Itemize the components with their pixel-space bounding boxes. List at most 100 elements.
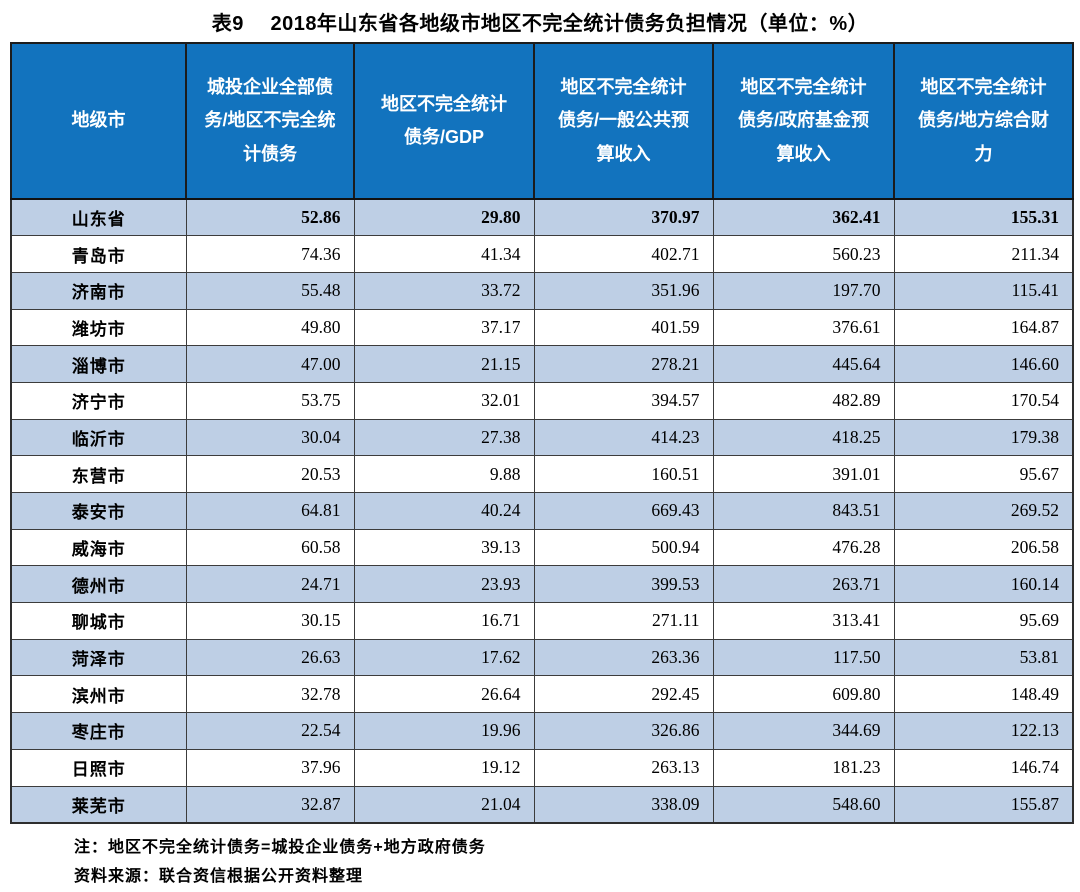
column-header: 地区不完全统计 债务/政府基金预 算收入 bbox=[712, 42, 895, 200]
cell-value: 55.48 bbox=[185, 271, 355, 310]
cell-value: 418.25 bbox=[712, 418, 895, 457]
cell-value: 338.09 bbox=[533, 785, 714, 824]
cell-value: 609.80 bbox=[712, 675, 895, 714]
row-label: 济宁市 bbox=[10, 381, 187, 420]
row-label: 莱芜市 bbox=[10, 785, 187, 824]
cell-value: 39.13 bbox=[353, 528, 535, 567]
cell-value: 20.53 bbox=[185, 455, 355, 493]
cell-value: 27.38 bbox=[353, 418, 535, 457]
cell-value: 313.41 bbox=[712, 602, 895, 640]
table-header: 地级市 城投企业全部债 务/地区不完全统 计债务 地区不完全统计 债务/GDP 地区不… bbox=[10, 42, 1074, 200]
cell-value: 669.43 bbox=[533, 492, 714, 530]
cell-value: 160.14 bbox=[893, 565, 1074, 604]
row-label: 泰安市 bbox=[10, 492, 187, 530]
cell-value: 32.78 bbox=[185, 675, 355, 714]
cell-value: 197.70 bbox=[712, 271, 895, 310]
table-row: 枣庄市 22.54 19.96 326.86 344.69 122.13 bbox=[10, 712, 1074, 750]
cell-value: 23.93 bbox=[353, 565, 535, 604]
cell-value: 278.21 bbox=[533, 345, 714, 383]
cell-value: 16.71 bbox=[353, 602, 535, 640]
cell-value: 95.67 bbox=[893, 455, 1074, 493]
table-row: 东营市 20.53 9.88 160.51 391.01 95.67 bbox=[10, 455, 1074, 493]
cell-value: 52.86 bbox=[185, 198, 355, 237]
table-row: 菏泽市 26.63 17.62 263.36 117.50 53.81 bbox=[10, 638, 1074, 677]
cell-value: 74.36 bbox=[185, 235, 355, 273]
cell-value: 164.87 bbox=[893, 308, 1074, 347]
row-label: 济南市 bbox=[10, 271, 187, 310]
cell-value: 19.96 bbox=[353, 712, 535, 750]
row-label: 青岛市 bbox=[10, 235, 187, 273]
row-label: 枣庄市 bbox=[10, 712, 187, 750]
table-row: 德州市 24.71 23.93 399.53 263.71 160.14 bbox=[10, 565, 1074, 604]
table-row: 泰安市 64.81 40.24 669.43 843.51 269.52 bbox=[10, 492, 1074, 530]
note-definition: 注：地区不完全统计债务=城投企业债务+地方政府债务 bbox=[74, 838, 486, 856]
cell-value: 30.04 bbox=[185, 418, 355, 457]
table-row: 滨州市 32.78 26.64 292.45 609.80 148.49 bbox=[10, 675, 1074, 714]
row-label: 东营市 bbox=[10, 455, 187, 493]
cell-value: 170.54 bbox=[893, 381, 1074, 420]
cell-value: 206.58 bbox=[893, 528, 1074, 567]
table-row: 山东省 52.86 29.80 370.97 362.41 155.31 bbox=[10, 198, 1074, 237]
debt-burden-table: 地级市 城投企业全部债 务/地区不完全统 计债务 地区不完全统计 债务/GDP 地区不… bbox=[10, 42, 1074, 824]
cell-value: 146.60 bbox=[893, 345, 1074, 383]
row-label: 滨州市 bbox=[10, 675, 187, 714]
table-body: 山东省 52.86 29.80 370.97 362.41 155.31 青岛市 74.36 4… bbox=[10, 198, 1074, 824]
cell-value: 115.41 bbox=[893, 271, 1074, 310]
cell-value: 500.94 bbox=[533, 528, 714, 567]
row-label: 聊城市 bbox=[10, 602, 187, 640]
cell-value: 399.53 bbox=[533, 565, 714, 604]
table-row: 日照市 37.96 19.12 263.13 181.23 146.74 bbox=[10, 748, 1074, 787]
cell-value: 391.01 bbox=[712, 455, 895, 493]
cell-value: 362.41 bbox=[712, 198, 895, 237]
cell-value: 32.87 bbox=[185, 785, 355, 824]
cell-value: 269.52 bbox=[893, 492, 1074, 530]
cell-value: 401.59 bbox=[533, 308, 714, 347]
cell-value: 21.04 bbox=[353, 785, 535, 824]
table-notes: 注：地区不完全统计债务=城投企业债务+地方政府债务 资料来源：联合资信根据公开资… bbox=[74, 833, 1080, 892]
cell-value: 26.64 bbox=[353, 675, 535, 714]
cell-value: 351.96 bbox=[533, 271, 714, 310]
cell-value: 394.57 bbox=[533, 381, 714, 420]
cell-value: 49.80 bbox=[185, 308, 355, 347]
row-label: 菏泽市 bbox=[10, 638, 187, 677]
cell-value: 32.01 bbox=[353, 381, 535, 420]
cell-value: 155.31 bbox=[893, 198, 1074, 237]
column-header: 地区不完全统计 债务/GDP bbox=[353, 42, 535, 200]
cell-value: 271.11 bbox=[533, 602, 714, 640]
cell-value: 40.24 bbox=[353, 492, 535, 530]
row-label: 潍坊市 bbox=[10, 308, 187, 347]
cell-value: 476.28 bbox=[712, 528, 895, 567]
cell-value: 263.13 bbox=[533, 748, 714, 787]
table-row: 青岛市 74.36 41.34 402.71 560.23 211.34 bbox=[10, 235, 1074, 273]
cell-value: 263.36 bbox=[533, 638, 714, 677]
cell-value: 19.12 bbox=[353, 748, 535, 787]
row-label: 日照市 bbox=[10, 748, 187, 787]
cell-value: 117.50 bbox=[712, 638, 895, 677]
cell-value: 482.89 bbox=[712, 381, 895, 420]
table-row: 淄博市 47.00 21.15 278.21 445.64 146.60 bbox=[10, 345, 1074, 383]
cell-value: 843.51 bbox=[712, 492, 895, 530]
cell-value: 211.34 bbox=[893, 235, 1074, 273]
cell-value: 26.63 bbox=[185, 638, 355, 677]
column-header: 地区不完全统计 债务/一般公共预 算收入 bbox=[533, 42, 714, 200]
cell-value: 148.49 bbox=[893, 675, 1074, 714]
note-source: 资料来源：联合资信根据公开资料整理 bbox=[74, 868, 364, 886]
cell-value: 122.13 bbox=[893, 712, 1074, 750]
cell-value: 160.51 bbox=[533, 455, 714, 493]
cell-value: 179.38 bbox=[893, 418, 1074, 457]
cell-value: 402.71 bbox=[533, 235, 714, 273]
cell-value: 33.72 bbox=[353, 271, 535, 310]
cell-value: 41.34 bbox=[353, 235, 535, 273]
row-label: 淄博市 bbox=[10, 345, 187, 383]
table-row: 聊城市 30.15 16.71 271.11 313.41 95.69 bbox=[10, 602, 1074, 640]
table-row: 济南市 55.48 33.72 351.96 197.70 115.41 bbox=[10, 271, 1074, 310]
cell-value: 9.88 bbox=[353, 455, 535, 493]
cell-value: 370.97 bbox=[533, 198, 714, 237]
cell-value: 263.71 bbox=[712, 565, 895, 604]
cell-value: 37.17 bbox=[353, 308, 535, 347]
cell-value: 29.80 bbox=[353, 198, 535, 237]
cell-value: 326.86 bbox=[533, 712, 714, 750]
table-row: 临沂市 30.04 27.38 414.23 418.25 179.38 bbox=[10, 418, 1074, 457]
cell-value: 21.15 bbox=[353, 345, 535, 383]
